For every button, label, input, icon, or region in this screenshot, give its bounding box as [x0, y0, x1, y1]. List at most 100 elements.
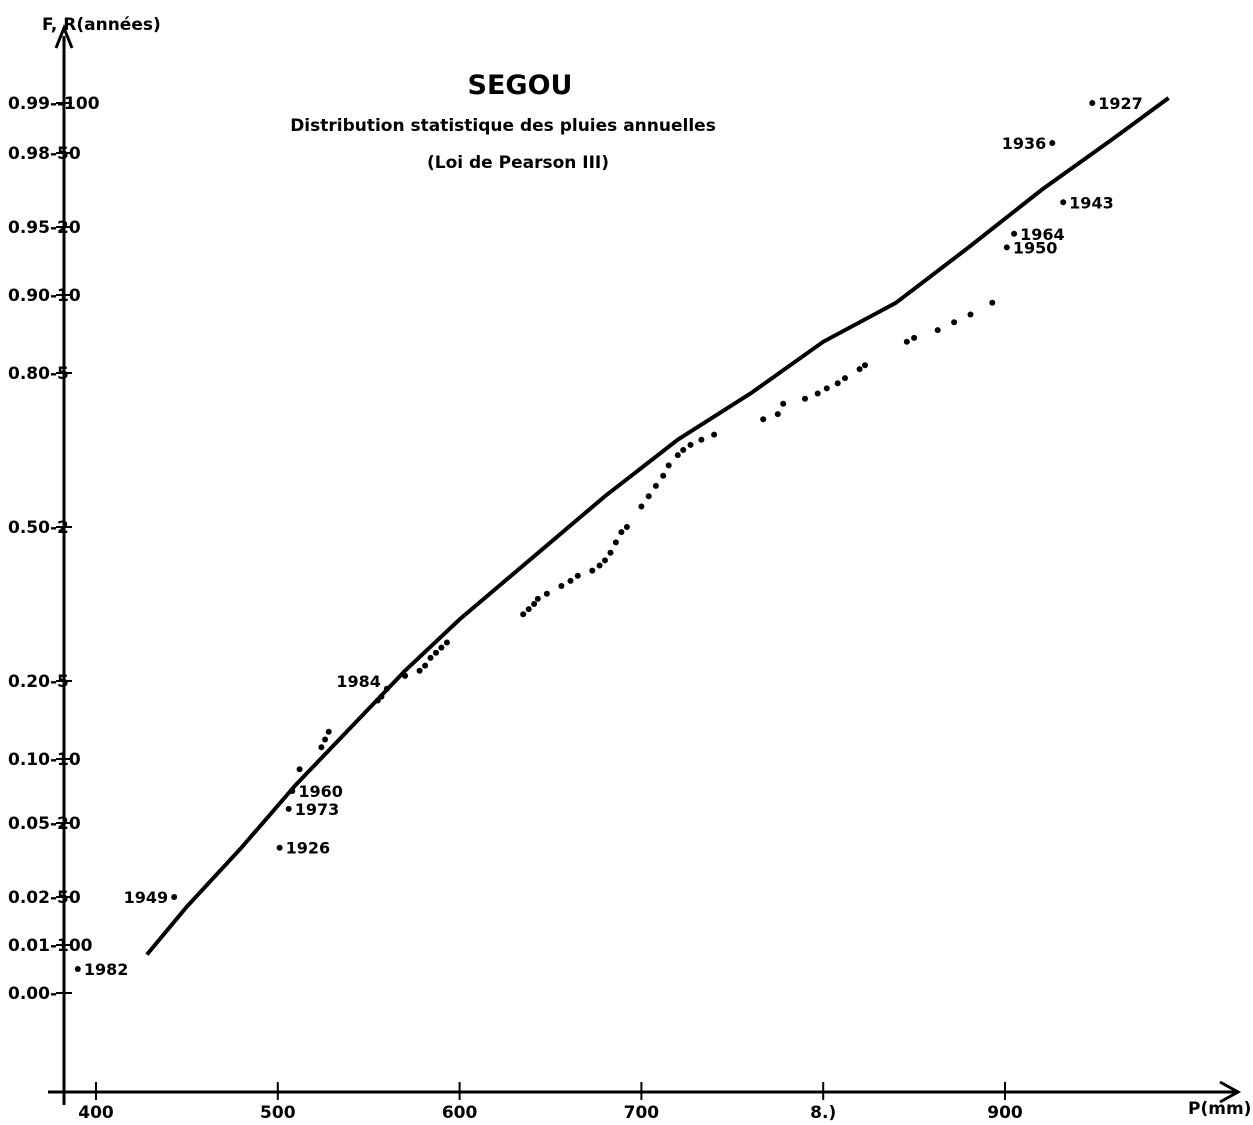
y-axis-arrow — [54, 23, 74, 49]
x-axis-arrow — [1219, 1080, 1242, 1104]
y-tick-label: 0.99--100 — [8, 94, 100, 114]
y-ticks: 0.99--100 0.98-50 0.95-20 0.90-10 0.80-5 0.50… — [8, 94, 100, 1004]
x-ticks: 400 500 600 700 8.) 900 — [78, 1082, 1023, 1123]
data-point — [934, 327, 941, 334]
y-tick-label: 0.80-5 — [8, 364, 69, 384]
fitted-curve — [145, 96, 1170, 956]
data-point — [589, 567, 596, 574]
data-point — [618, 529, 625, 536]
data-point — [698, 436, 705, 443]
data-point — [558, 583, 565, 589]
data-point — [774, 411, 781, 418]
data-point — [534, 595, 541, 602]
year-annotation: 1936 — [1002, 134, 1047, 153]
x-tick-label: 500 — [260, 1103, 296, 1123]
data-point — [623, 524, 630, 530]
data-point — [652, 482, 659, 489]
data-point — [318, 744, 325, 751]
data-point — [383, 685, 390, 692]
data-point — [951, 319, 958, 326]
data-point — [802, 395, 808, 402]
data-point — [1003, 244, 1010, 251]
data-point — [645, 493, 652, 500]
data-point — [842, 375, 848, 382]
x-tick-label: 600 — [442, 1103, 478, 1123]
data-point — [967, 311, 974, 318]
data-point — [1011, 230, 1018, 237]
data-point — [443, 639, 450, 646]
data-point — [780, 400, 787, 407]
data-point — [903, 338, 910, 345]
year-annotation: 1982 — [84, 960, 129, 979]
data-point — [276, 844, 283, 851]
year-annotation: 1950 — [1013, 238, 1058, 257]
chart-subtitle-2: (Loi de Pearson III) — [427, 153, 609, 173]
y-tick-label: 0.02-50 — [8, 888, 81, 908]
y-tick-label: 0.00- — [8, 984, 57, 1004]
data-points — [74, 100, 1096, 972]
data-point — [687, 441, 694, 448]
data-point — [520, 611, 527, 618]
data-point — [823, 385, 830, 392]
data-point — [602, 557, 608, 564]
data-point — [814, 390, 821, 397]
data-point — [285, 805, 292, 812]
data-point — [1089, 100, 1096, 106]
data-point — [680, 447, 687, 453]
year-annotation: 1949 — [124, 888, 169, 907]
data-point — [596, 562, 603, 569]
data-point — [862, 362, 868, 369]
year-annotation: 1960 — [298, 782, 343, 801]
x-tick-label: 900 — [987, 1103, 1023, 1123]
y-tick-label: 0.10-10 — [8, 750, 81, 770]
y-tick-label: 0.50-2 — [8, 518, 69, 538]
data-point — [674, 452, 681, 459]
data-point — [531, 601, 538, 607]
y-axis-label: F, R(années) — [42, 15, 161, 35]
year-annotation: 1964 — [1020, 225, 1065, 244]
data-point — [171, 894, 178, 900]
data-point — [638, 503, 645, 510]
x-tick-label: 400 — [78, 1103, 114, 1123]
data-point — [574, 572, 581, 579]
y-tick-label: 0.90-10 — [8, 286, 81, 306]
data-point — [989, 299, 996, 306]
year-annotation: 1973 — [295, 800, 340, 819]
data-point — [438, 644, 445, 651]
data-point — [289, 788, 296, 794]
data-point — [856, 366, 863, 373]
data-point — [402, 672, 409, 679]
y-tick-label: 0.95-20 — [8, 218, 81, 238]
data-point — [543, 590, 550, 597]
year-annotation: 1943 — [1069, 193, 1114, 212]
y-tick-label: 0.05-20 — [8, 814, 81, 834]
data-point — [374, 697, 381, 704]
y-tick-label: 0.20-5 — [8, 672, 69, 692]
data-point — [1060, 199, 1067, 206]
data-point — [325, 728, 332, 735]
x-tick-label: 8.) — [810, 1103, 836, 1123]
data-point — [525, 606, 532, 613]
y-tick-label: 0.98-50 — [8, 144, 81, 164]
axes — [48, 23, 1242, 1105]
pearson-iii-curve — [145, 96, 1170, 956]
data-point — [911, 334, 918, 341]
data-point — [74, 966, 81, 972]
data-point — [433, 649, 439, 656]
y-tick-label: 0.01-100 — [8, 936, 93, 956]
data-point — [711, 431, 718, 438]
data-point — [660, 472, 667, 479]
year-annotation: 1984 — [336, 672, 381, 691]
data-point — [322, 736, 329, 743]
x-axis-label: P(mm) — [1188, 1099, 1251, 1119]
data-point — [760, 416, 767, 423]
data-point — [612, 539, 619, 546]
data-point — [427, 654, 434, 661]
data-point — [1049, 140, 1056, 146]
data-point — [665, 462, 672, 469]
data-point — [607, 549, 614, 556]
year-annotation: 1926 — [286, 839, 331, 858]
data-point — [567, 577, 574, 584]
